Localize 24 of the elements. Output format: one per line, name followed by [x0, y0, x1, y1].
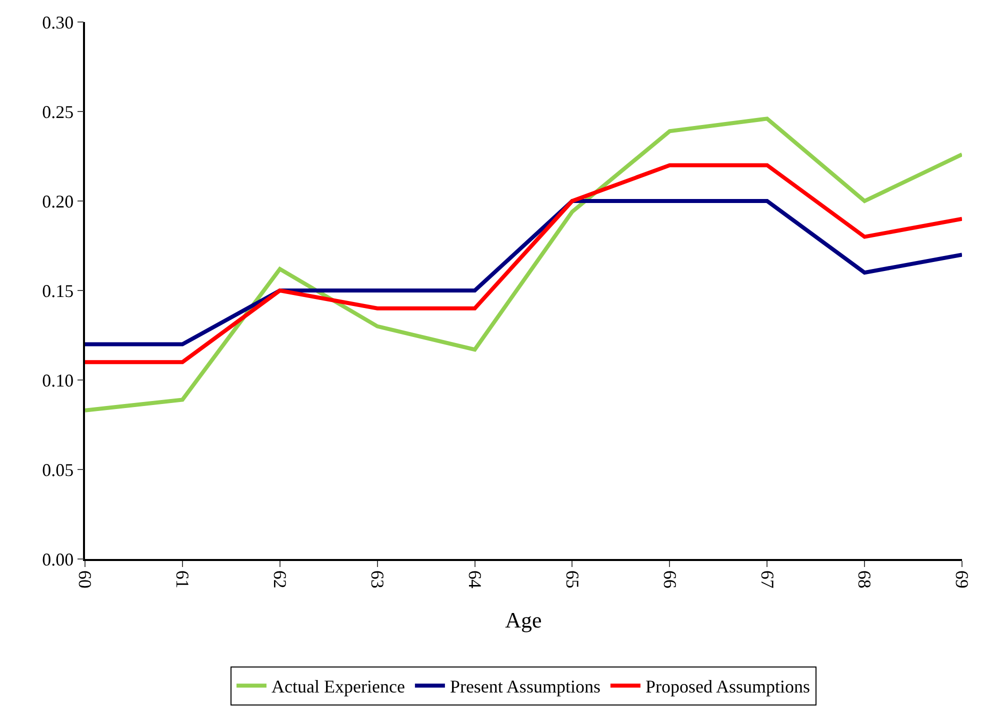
y-tick-label: 0.20	[42, 191, 74, 212]
x-tick-label: 62	[270, 570, 290, 588]
legend-label: Present Assumptions	[450, 676, 600, 697]
x-tick-label: 67	[757, 570, 778, 588]
legend-label: Proposed Assumptions	[645, 676, 810, 697]
y-tick-label: 0.00	[42, 549, 74, 570]
legend-label: Actual Experience	[272, 676, 405, 697]
x-axis-title: Age	[505, 608, 542, 633]
x-tick-label: 64	[464, 570, 485, 588]
x-tick-label: 68	[854, 570, 875, 588]
x-tick-label: 66	[660, 570, 680, 588]
line-series	[85, 163, 962, 364]
y-tick-label: 0.10	[42, 370, 74, 390]
line-series	[85, 199, 962, 346]
x-tick-label: 61	[172, 570, 193, 588]
line-series	[85, 116, 962, 412]
y-tick-label: 0.05	[42, 460, 74, 480]
x-tick-label: 63	[367, 570, 388, 588]
y-tick-label: 0.30	[42, 12, 74, 32]
x-tick-label: 65	[562, 570, 582, 588]
x-tick-label: 69	[952, 570, 972, 588]
y-tick-label: 0.25	[42, 102, 74, 122]
x-tick-label: 60	[75, 570, 96, 588]
y-tick-label: 0.15	[42, 280, 74, 301]
